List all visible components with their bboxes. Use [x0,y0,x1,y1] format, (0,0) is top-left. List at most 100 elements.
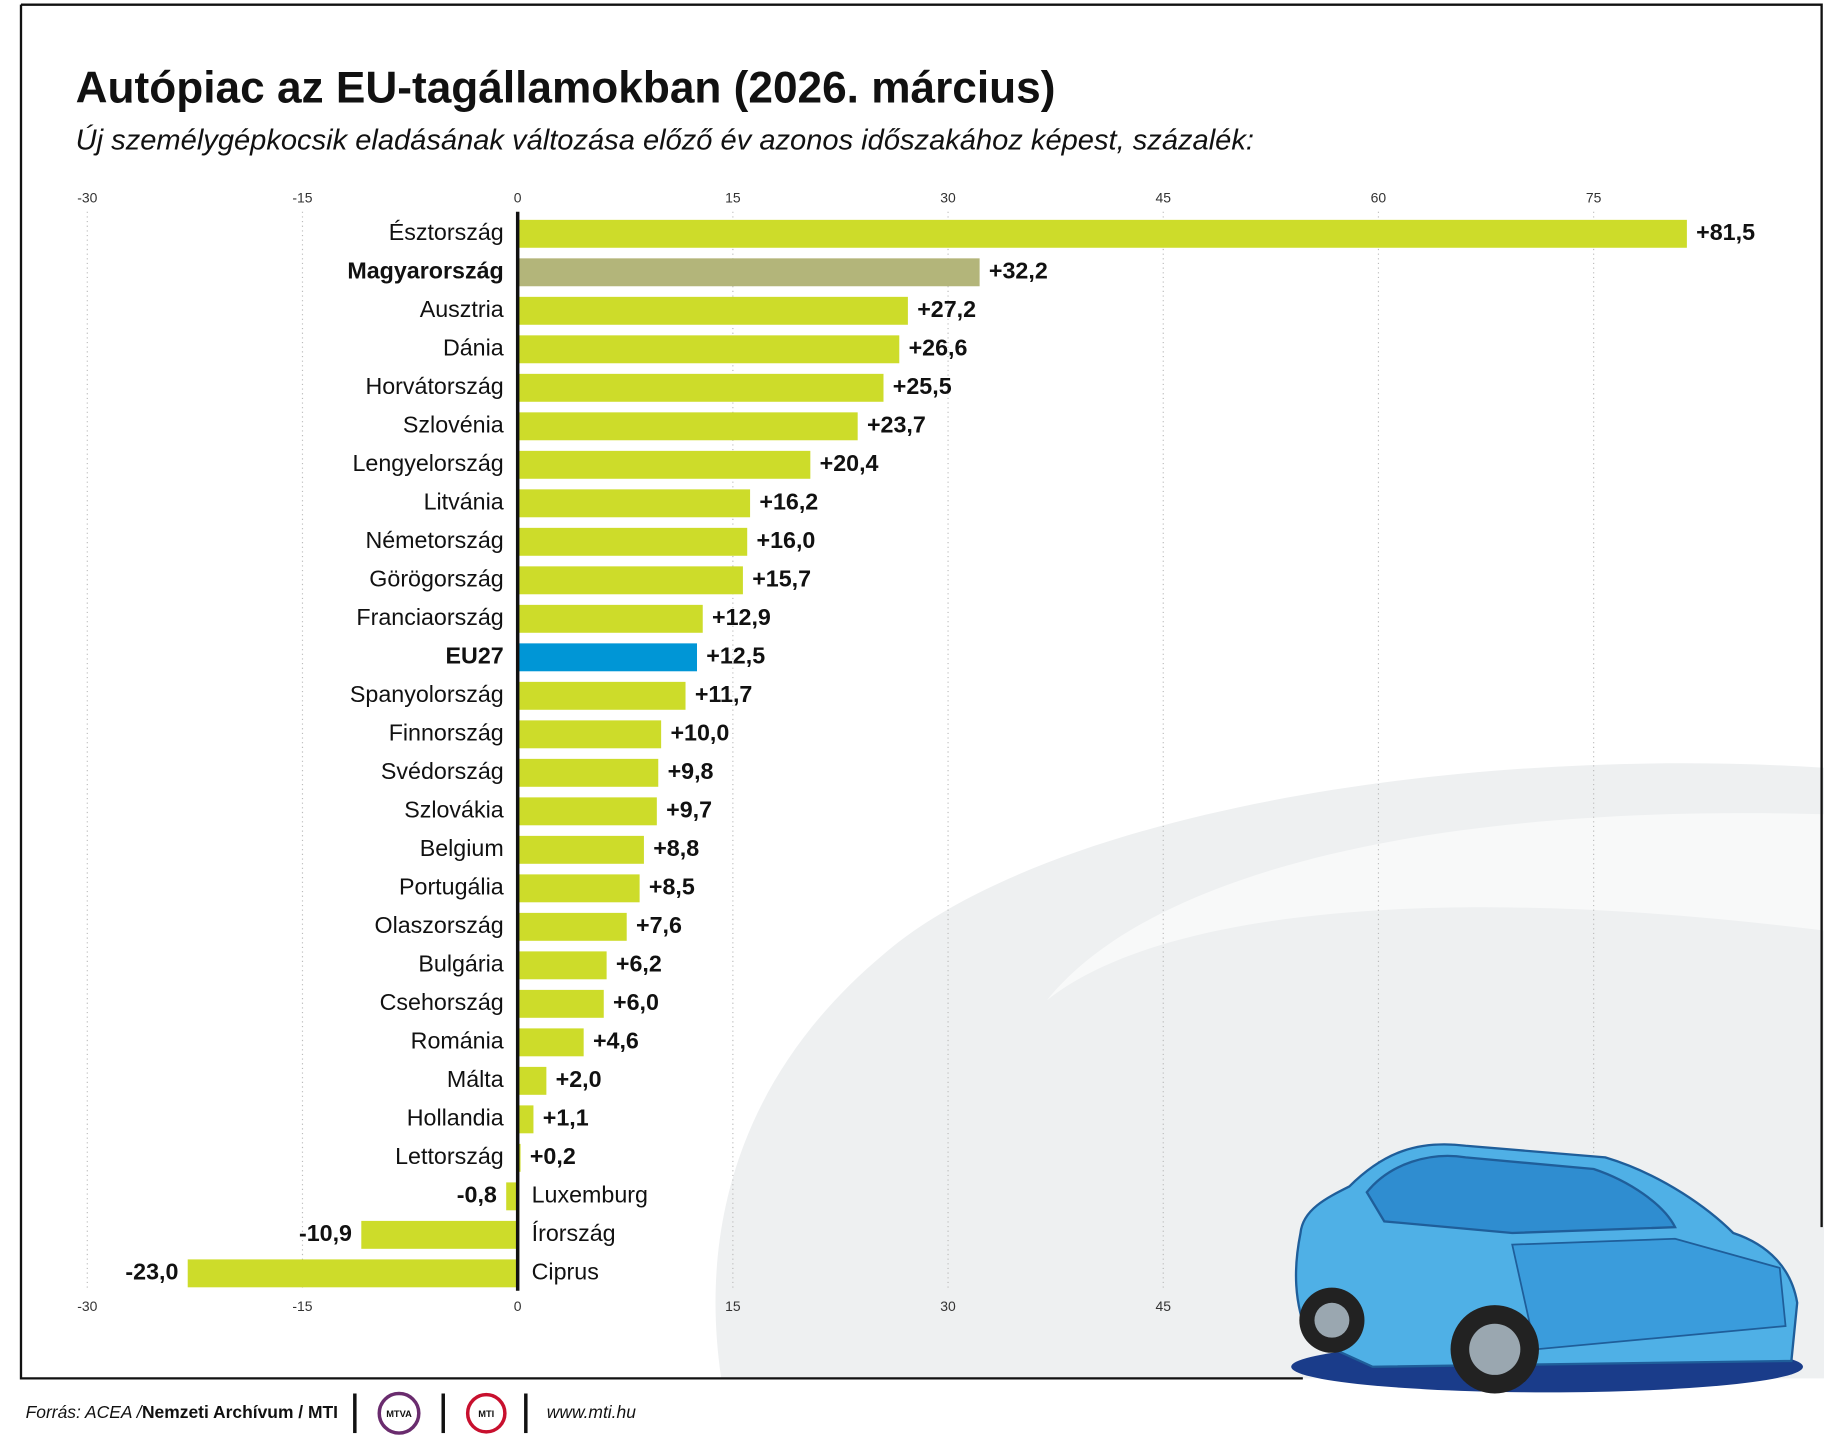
category-label: Észtország [389,219,504,245]
category-label: Lengyelország [352,450,503,476]
logo-mti-text: MTI [478,1409,494,1419]
logo-mtva [377,1391,421,1435]
x-tick-label-bottom: 45 [1155,1298,1171,1314]
chart-subtitle: Új személygépkocsik eladásának változása… [76,124,1254,157]
category-label: Luxemburg [532,1181,648,1207]
bar [517,951,607,980]
bar [517,681,686,710]
bar [517,912,627,941]
category-label: Hollandia [407,1104,504,1130]
bar [517,874,640,903]
x-tick-label: 30 [940,190,956,206]
value-label: +12,9 [712,604,771,630]
category-label: Franciaország [356,604,503,630]
bar [517,835,644,864]
category-label: Ausztria [420,296,504,322]
value-label: +8,8 [653,835,699,861]
value-label: +0,2 [530,1143,576,1169]
logo-mti [465,1392,507,1434]
bar [517,797,657,826]
bar [517,373,884,402]
category-label: Románia [411,1027,504,1053]
category-label: Írország [532,1220,616,1246]
value-label: +20,4 [820,450,879,476]
value-label: -10,9 [299,1220,352,1246]
x-tick-label: -15 [292,190,312,206]
frame [19,3,1823,1380]
x-tick-label: 15 [725,190,741,206]
category-label: Szlovákia [404,796,504,822]
bar [517,989,604,1018]
value-label: +25,5 [893,373,952,399]
bar [506,1182,518,1211]
x-tick-label: 60 [1371,190,1387,206]
chart-title: Autópiac az EU-tagállamokban (2026. márc… [76,63,1056,112]
x-tick-label: 75 [1586,190,1602,206]
value-label: +9,7 [666,796,712,822]
bar [517,450,811,479]
value-label: +16,0 [757,527,816,553]
bar [517,1066,547,1095]
bar [517,335,900,364]
value-label: +6,2 [616,950,662,976]
category-label: Bulgária [418,950,503,976]
footer: Forrás: ACEA / Nemzeti Archívum / MTI MT… [26,1391,636,1435]
source: Forrás: ACEA / [26,1402,144,1422]
category-label: EU27 [446,642,504,668]
bar [517,258,980,287]
value-label: +9,8 [668,758,714,784]
value-label: +10,0 [670,719,729,745]
category-label: Finnország [389,719,504,745]
value-label: +11,7 [695,681,753,707]
category-label: Németország [365,527,503,553]
category-label: Olaszország [374,912,503,938]
category-label: Magyarország [347,257,503,283]
x-tick-label-bottom: 15 [725,1298,741,1314]
bar [517,219,1687,248]
value-label: +2,0 [556,1066,602,1092]
bar [517,489,751,518]
value-label: +16,2 [759,488,818,514]
bar [517,566,743,595]
category-label: Lettország [395,1143,504,1169]
x-tick-label: -30 [77,190,97,206]
value-label: +15,7 [752,565,811,591]
x-tick-label: 45 [1155,190,1171,206]
x-tick-label-bottom: -30 [77,1298,97,1314]
url: www.mti.hu [547,1402,636,1422]
bar [517,604,703,633]
plot: -30-30-15-150015153030454560607575Észtor… [77,190,1755,1315]
value-label: +7,6 [636,912,682,938]
bar [517,758,659,787]
value-label: +1,1 [543,1104,589,1130]
source-bold: Nemzeti Archívum / MTI [142,1402,338,1422]
value-label: +12,5 [706,642,765,668]
value-label: +26,6 [909,334,968,360]
category-label: Görögország [369,565,503,591]
bar [517,527,748,556]
category-label: Málta [447,1066,504,1092]
bar [517,643,698,672]
value-label: +81,5 [1696,219,1755,245]
x-tick-label-bottom: -15 [292,1298,312,1314]
x-tick-label: 0 [514,190,522,206]
category-label: Spanyolország [350,681,504,707]
value-label: +4,6 [593,1027,639,1053]
category-label: Litvánia [424,488,504,514]
background-swoosh-light [1046,813,1824,1001]
x-tick-label-bottom: 30 [940,1298,956,1314]
value-label: +23,7 [867,411,926,437]
value-label: +27,2 [917,296,976,322]
car [1291,1143,1804,1394]
value-label: +32,2 [989,257,1048,283]
value-label: +8,5 [649,873,695,899]
bar [517,720,662,749]
x-tick-label-bottom: 0 [514,1298,522,1314]
bar [517,1028,584,1057]
bar [361,1220,518,1249]
category-label: Dánia [443,334,504,360]
category-label: Csehország [380,989,504,1015]
bar [517,412,858,441]
